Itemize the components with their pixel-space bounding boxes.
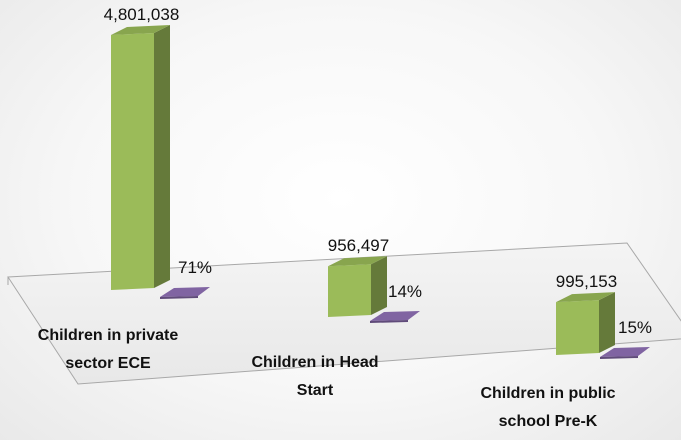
category-label: school Pre-K	[499, 413, 598, 430]
value-label: 995,153	[556, 272, 617, 291]
bar-2	[328, 256, 387, 317]
bar-top	[556, 292, 615, 303]
pct-label: 71%	[178, 258, 212, 277]
pct-bar-front	[600, 356, 638, 359]
pct-bar-top	[160, 287, 210, 297]
bar-side	[599, 292, 615, 353]
category-label: Start	[297, 382, 334, 399]
bars-layer	[111, 25, 650, 359]
category-label: Children in private	[38, 327, 179, 344]
value-label: 956,497	[328, 236, 389, 255]
category-label: Children in Head	[251, 354, 378, 371]
pct-bar-front	[370, 320, 408, 323]
bar-side	[371, 256, 387, 315]
pct-label: 15%	[618, 318, 652, 337]
bar-3	[556, 292, 615, 355]
bar-top	[328, 256, 387, 267]
bar-side	[154, 25, 170, 288]
bar-front	[328, 264, 371, 317]
bar-front	[111, 33, 154, 290]
category-label: sector ECE	[65, 355, 151, 372]
bar-1	[111, 25, 170, 290]
pct-label: 14%	[388, 282, 422, 301]
pct-bar-3	[600, 347, 650, 359]
value-label: 4,801,038	[104, 5, 180, 24]
labels-layer: 4,801,038 71% Children in private sector EC…	[38, 5, 652, 430]
category-label: Children in public	[480, 385, 615, 402]
pct-bar-1	[160, 287, 210, 299]
pct-bar-front	[160, 296, 198, 299]
pct-bar-top	[370, 311, 420, 321]
pct-bar-top	[600, 347, 650, 357]
bar-top	[111, 25, 170, 35]
bar-front	[556, 300, 599, 355]
pct-bar-2	[370, 311, 420, 323]
